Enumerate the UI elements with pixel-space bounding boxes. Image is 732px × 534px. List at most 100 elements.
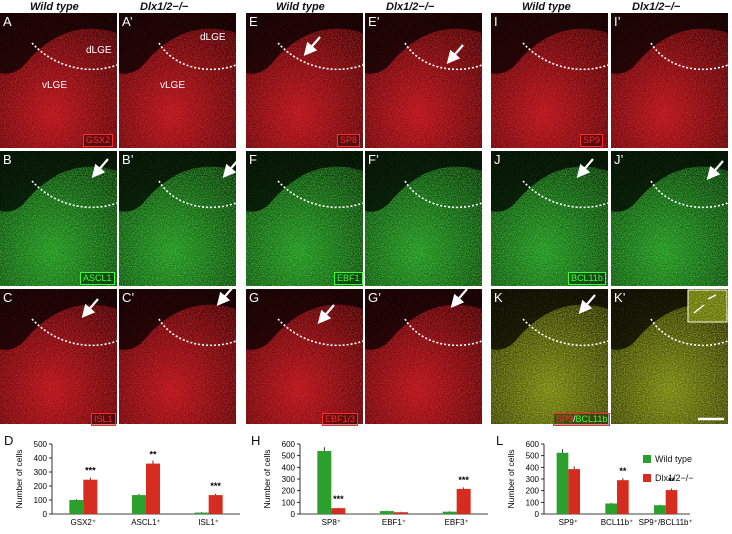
legend-swatch-ko — [643, 474, 651, 482]
legend-label-wt: Wild type — [655, 454, 693, 464]
significance-label: ** — [619, 466, 627, 476]
significance-label: ** — [668, 476, 676, 486]
header-ko-3: Dlx1/2−/− — [632, 1, 681, 13]
micrograph-panel-f: F — [246, 151, 363, 286]
stain-sp8: SP8 — [337, 134, 361, 147]
dlge-label-ko: dLGE — [200, 32, 226, 43]
vlge-label-ko: vLGE — [160, 80, 186, 91]
x-tick-label: GSX2⁺ — [71, 518, 97, 527]
panel-label-e: E — [249, 14, 258, 29]
x-tick-label: SP8⁺ — [322, 518, 341, 527]
x-tick-label: ASCL1⁺ — [131, 518, 161, 527]
bar-ko — [208, 495, 223, 514]
x-tick-label: SP9⁺/BCL11b⁺ — [639, 518, 693, 527]
stain-gsx2: GSX2 — [83, 134, 114, 147]
chart-l: Number of cells 0 100 200 300 400 500 600 SP9⁺ **… — [506, 440, 693, 527]
micrograph-panel-a2: A’ — [119, 13, 236, 148]
stain-ebf1: EBF1 — [334, 272, 363, 285]
header-ko-2: Dlx1/2−/− — [386, 1, 435, 13]
micrograph-panel-g: G — [246, 289, 363, 424]
significance-label: *** — [85, 466, 96, 476]
bar-ko — [665, 490, 678, 514]
micrograph-panel-e2: E’ — [365, 13, 482, 148]
y-tick-label: 600 — [282, 440, 296, 449]
stain-sp9: SP9 — [580, 134, 604, 147]
chart-d: Number of cells 0 100 200 300 400 500 *** GSX2⁺ *… — [14, 440, 240, 527]
y-tick-label: 500 — [34, 440, 48, 449]
panel-label-g2: G’ — [368, 290, 381, 305]
legend: Wild type Dlx1/2−/− — [643, 454, 694, 483]
bar-wt — [556, 452, 569, 514]
micrograph-panel-k2: K’ — [611, 289, 728, 424]
y-tick-label: 100 — [526, 498, 540, 507]
y-tick-label: 400 — [282, 463, 296, 472]
panel-label-c: C — [3, 290, 13, 305]
micrograph-panel-g2: G’ — [365, 289, 482, 424]
significance-label: *** — [458, 475, 469, 485]
y-tick-label: 100 — [34, 496, 48, 505]
y-tick-label: 0 — [535, 510, 540, 519]
y-tick-label: 500 — [282, 452, 296, 461]
bar-ko — [83, 479, 98, 514]
stain-sp9-bcl11b: SP9/BCL11b — [553, 413, 611, 426]
y-tick-label: 200 — [34, 482, 48, 491]
panel-label-j2: J’ — [614, 152, 624, 167]
panel-label-f: F — [249, 152, 257, 167]
panel-label-e2: E’ — [368, 14, 380, 29]
x-tick-label: BCL11b⁺ — [601, 518, 634, 527]
micrograph-panel-e: E — [246, 13, 363, 148]
legend-label-ko: Dlx1/2−/− — [655, 473, 694, 483]
panel-label-g: G — [249, 290, 260, 305]
bar-wt — [380, 511, 394, 514]
panel-label-i: I — [494, 14, 498, 29]
bar-wt — [442, 511, 457, 514]
panel-label-b: B — [3, 152, 12, 167]
x-tick-label: EBF3⁺ — [445, 518, 469, 527]
micrograph-panel-a: A — [0, 13, 117, 148]
panel-label-i2: I’ — [614, 14, 621, 29]
y-tick-label: 400 — [526, 463, 540, 472]
y-tick-label: 300 — [34, 468, 48, 477]
legend-item-ko: Dlx1/2−/− — [643, 473, 694, 483]
panel-label-k: K — [494, 290, 503, 305]
micrograph-panel-k: K — [491, 289, 608, 424]
micrograph-panel-j: J — [491, 151, 608, 286]
header-wild-type-1: Wild type — [30, 1, 79, 13]
y-tick-label: 0 — [43, 510, 48, 519]
bar-wt — [69, 500, 84, 514]
y-tick-label: 600 — [526, 440, 540, 449]
legend-item-wild-type: Wild type — [643, 454, 694, 464]
bar-wt — [653, 505, 666, 514]
bar-ko — [394, 512, 408, 514]
chart-h: Number of cells 0 100 200 300 400 500 600 *** SP8… — [262, 440, 488, 527]
micrograph-panel-i: I — [491, 13, 608, 148]
y-tick-label: 200 — [282, 487, 296, 496]
significance-label: ** — [149, 450, 157, 460]
header-wild-type-3: Wild type — [522, 1, 571, 13]
micrograph-panel-b: B — [0, 151, 117, 286]
micrograph-panel-c2: C’ — [119, 289, 236, 424]
micrograph-panel-j2: J’ — [611, 151, 728, 286]
stain-ebf13: EBF1/3 — [322, 413, 359, 426]
bar-ko — [146, 463, 160, 514]
y-tick-label: 100 — [282, 498, 296, 507]
panel-label-f2: F’ — [368, 152, 379, 167]
bar-wt — [132, 495, 146, 514]
panel-label-l: L — [496, 433, 504, 448]
micrograph-panel-f2: F’ — [365, 151, 482, 286]
y-axis-label: Number of cells — [506, 449, 516, 508]
x-tick-label: ISL1⁺ — [198, 518, 219, 527]
significance-label: *** — [210, 481, 221, 491]
header-ko-1: Dlx1/2−/− — [140, 1, 189, 13]
y-tick-label: 200 — [526, 487, 540, 496]
stain-isl1: ISL1 — [91, 413, 116, 426]
bar-wt — [605, 503, 617, 514]
header-wild-type-2: Wild type — [276, 1, 325, 13]
x-tick-label: EBF1⁺ — [382, 518, 406, 527]
y-tick-label: 0 — [291, 510, 296, 519]
bar-wt — [317, 451, 332, 514]
panel-label-b2: B’ — [122, 152, 134, 167]
y-axis-label: Number of cells — [262, 449, 272, 508]
x-tick-label: SP9⁺ — [559, 518, 578, 527]
panel-label-d: D — [4, 433, 14, 448]
